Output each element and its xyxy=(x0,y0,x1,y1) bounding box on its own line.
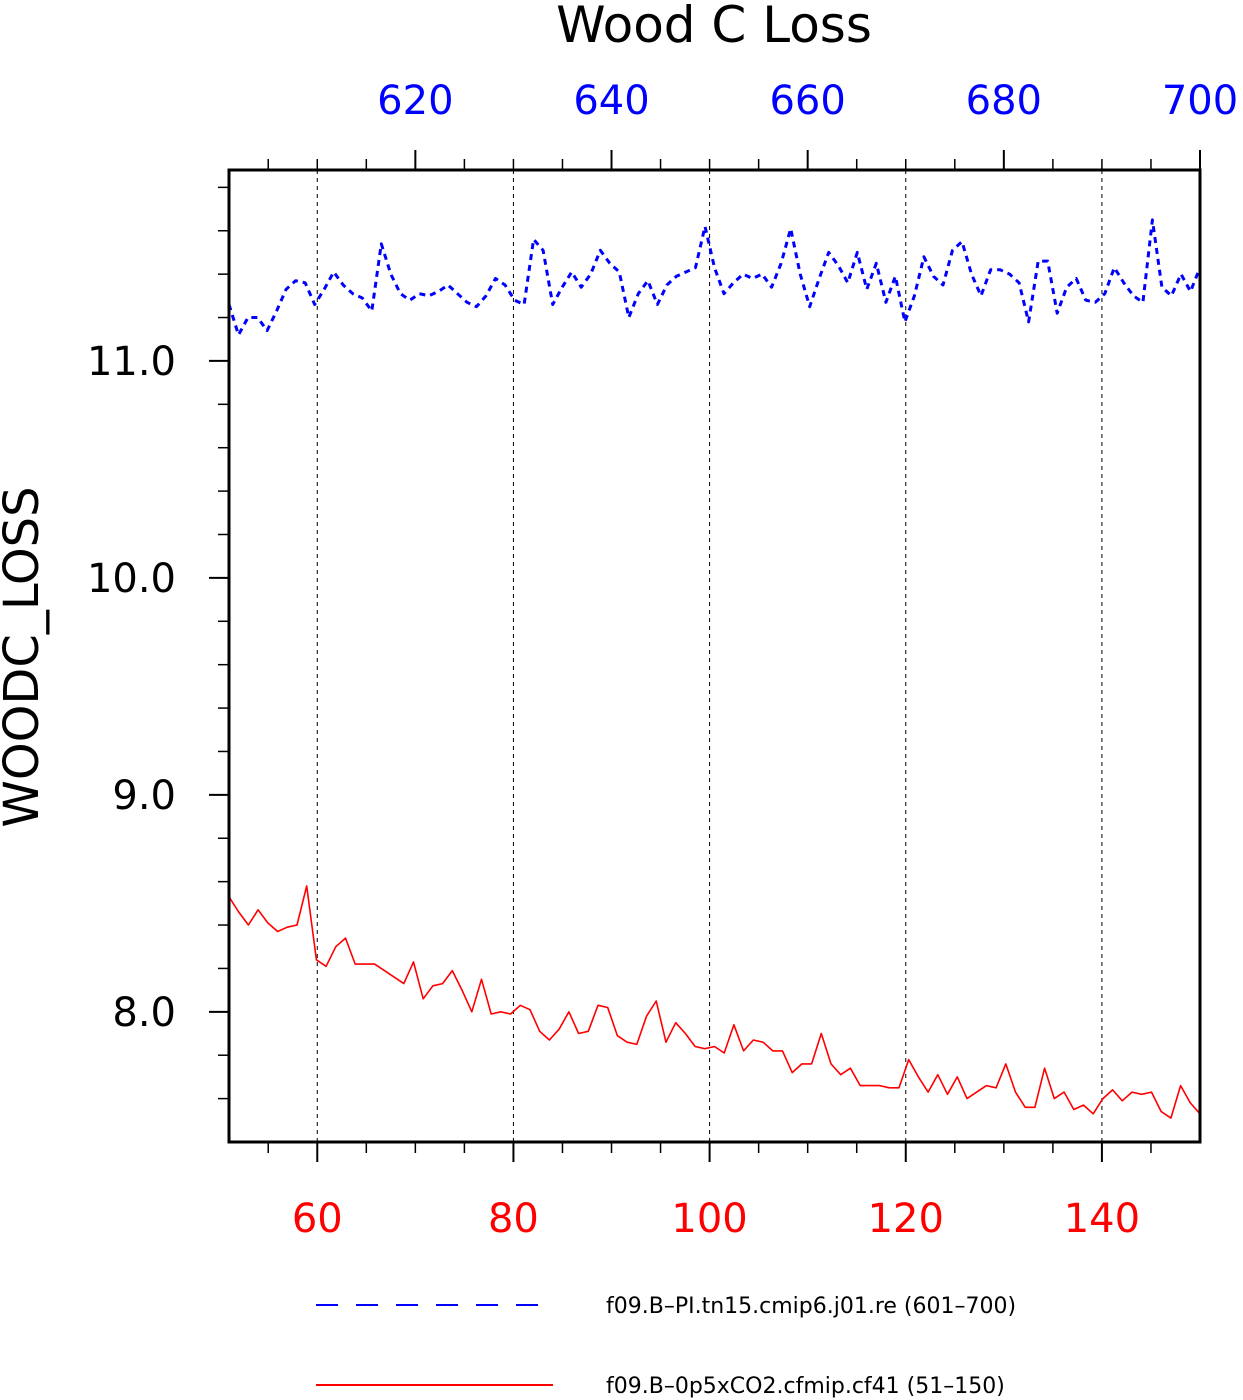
y-tick-label: 8.0 xyxy=(112,990,176,1036)
x-top-tick-label: 660 xyxy=(769,78,845,124)
legend-label: f09.B–0p5xCO2.cfmip.cf41 (51–150) xyxy=(606,1374,1005,1399)
y-tick-label: 9.0 xyxy=(112,773,176,819)
axis-ticks xyxy=(209,150,1201,1162)
x-top-tick-label: 640 xyxy=(573,78,649,124)
y-tick-label: 11.0 xyxy=(87,339,176,385)
y-tick-label: 10.0 xyxy=(87,556,176,602)
series-line-top xyxy=(227,218,1202,337)
x-top-tick-label: 700 xyxy=(1162,78,1238,124)
y-axis-label: WOODC_LOSS xyxy=(0,486,50,827)
chart-title: Wood C Loss xyxy=(556,0,872,54)
plot-frame xyxy=(227,168,1202,1144)
x-top-tick-label: 680 xyxy=(966,78,1042,124)
x-bottom-tick-label: 120 xyxy=(868,1196,944,1242)
series-line-bottom xyxy=(228,885,1201,1119)
x-bottom-tick-label: 80 xyxy=(488,1196,539,1242)
series-layer xyxy=(227,218,1202,1119)
legend-label: f09.B–PI.tn15.cmip6.j01.re (601–700) xyxy=(606,1294,1016,1319)
legend: f09.B–PI.tn15.cmip6.j01.re (601–700) f09.… xyxy=(316,1294,1016,1399)
grid-lines xyxy=(316,170,1103,1142)
x-bottom-tick-label: 60 xyxy=(292,1196,343,1242)
x-top-tick-label: 620 xyxy=(377,78,453,124)
x-bottom-tick-label: 100 xyxy=(671,1196,747,1242)
tick-labels: 60 80 100 120 140 620 640 660 680 700 8.0 9.0 10.0 11… xyxy=(87,78,1238,1242)
x-bottom-tick-label: 140 xyxy=(1064,1196,1140,1242)
